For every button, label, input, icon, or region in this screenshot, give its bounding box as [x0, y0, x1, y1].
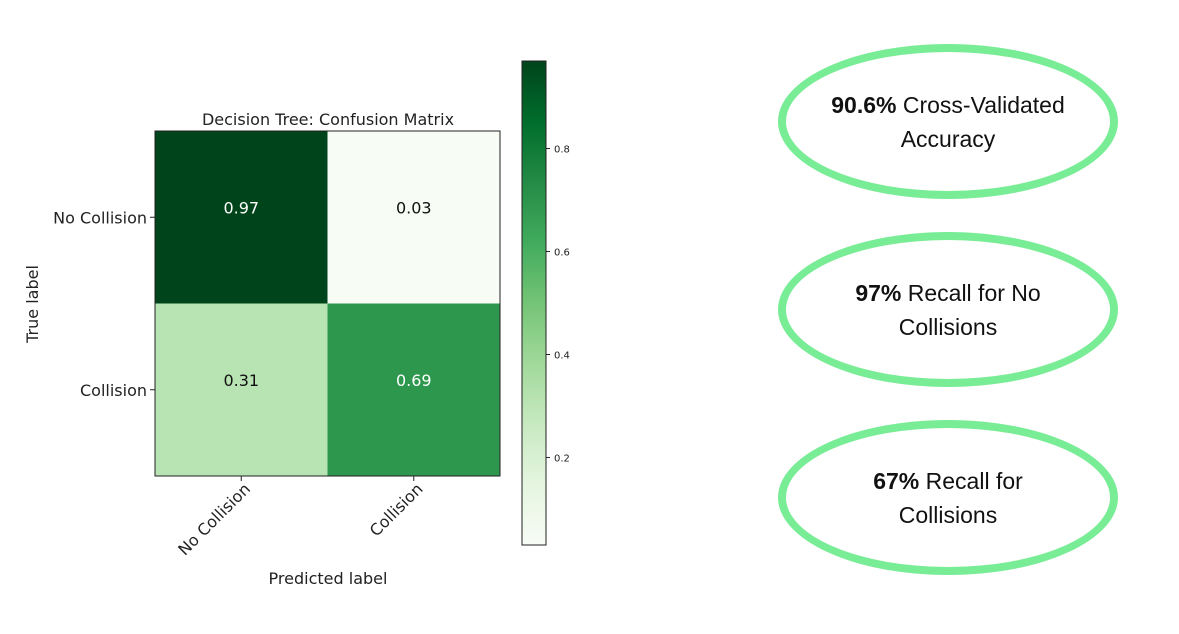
x-tick-label: Collision — [366, 479, 427, 540]
colorbar-tick-label: 0.6 — [554, 248, 570, 259]
y-axis-ticks: No Collision Collision — [53, 208, 155, 400]
colorbar — [521, 60, 547, 546]
recall-no-collision-value: 97% — [855, 279, 902, 306]
colorbar-tick-label: 0.8 — [554, 145, 570, 156]
y-tick-label: Collision — [80, 381, 147, 400]
colorbar-tick-label: 0.4 — [554, 350, 570, 361]
accuracy-text: Cross-Validated Accuracy — [896, 91, 1065, 152]
recall-no-collision-callout: 97% Recall for No Collisions — [778, 232, 1118, 387]
cell-value-label: 0.31 — [223, 371, 259, 390]
colorbar-tick-label: 0.2 — [554, 453, 570, 464]
x-tick-label: No Collision — [174, 479, 254, 559]
colorbar-ticks: 0.2 0.4 0.6 0.8 — [546, 145, 570, 464]
recall-collision-value: 67% — [873, 467, 920, 494]
recall-no-collision-text: Recall for No Collisions — [898, 279, 1041, 340]
matrix-cell — [327, 131, 500, 304]
x-axis-label: Predicted label — [269, 569, 388, 588]
matrix-cell — [327, 303, 500, 476]
cell-value-label: 0.03 — [396, 198, 432, 217]
y-tick-label: No Collision — [53, 208, 147, 227]
accuracy-callout: 90.6% Cross-Validated Accuracy — [778, 44, 1118, 199]
accuracy-value: 90.6% — [831, 91, 897, 118]
recall-collision-text: Recall for Collisions — [898, 467, 1023, 528]
matrix-cell-labels: 0.97 0.03 0.31 0.69 — [223, 198, 431, 390]
matrix-cells — [155, 131, 500, 476]
matrix-cell — [155, 303, 328, 476]
recall-collision-callout: 67% Recall for Collisions — [778, 420, 1118, 575]
chart-title: Decision Tree: Confusion Matrix — [202, 110, 454, 129]
cell-value-label: 0.69 — [396, 371, 432, 390]
matrix-frame — [154, 130, 501, 477]
confusion-matrix-chart: Decision Tree: Confusion Matrix 0.97 0.03… — [23, 60, 570, 588]
cell-value-label: 0.97 — [223, 198, 259, 217]
x-axis-ticks: No Collision Collision — [174, 476, 427, 559]
matrix-cell — [155, 131, 328, 304]
y-axis-label: True label — [23, 265, 42, 344]
